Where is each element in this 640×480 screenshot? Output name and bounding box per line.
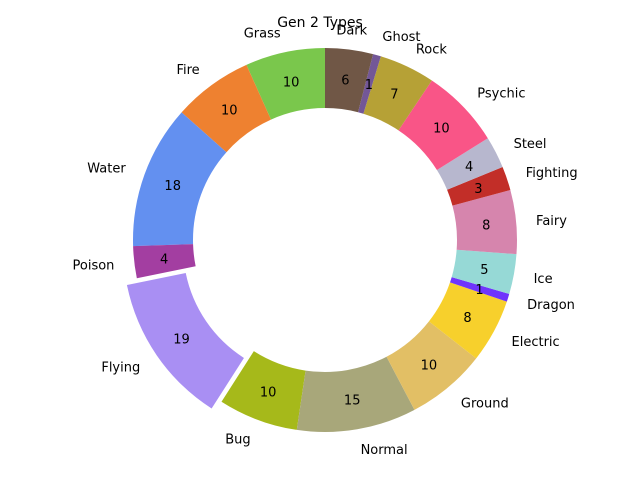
category-label-fighting: Fighting: [526, 166, 578, 181]
category-label-rock: Rock: [416, 42, 448, 57]
slice-dark: [325, 48, 374, 113]
slice-dragon: [450, 277, 510, 302]
chart-title: Gen 2 Types: [277, 15, 363, 31]
slice-ice: [451, 249, 517, 294]
value-label-normal: 15: [344, 394, 361, 409]
slice-grass: [246, 48, 325, 120]
category-label-psychic: Psychic: [477, 86, 525, 101]
slice-steel: [436, 138, 503, 190]
value-label-psychic: 10: [433, 121, 450, 136]
value-label-grass: 10: [283, 76, 300, 91]
slice-poison: [133, 244, 196, 279]
category-label-ghost: Ghost: [382, 30, 420, 45]
category-label-fairy: Fairy: [536, 214, 567, 229]
value-label-ghost: 1: [365, 78, 373, 93]
category-label-ground: Ground: [461, 397, 509, 412]
category-label-flying: Flying: [101, 361, 140, 376]
slice-bug: [221, 351, 306, 430]
slice-fire: [181, 64, 271, 153]
slice-ground: [386, 321, 477, 410]
value-label-fairy: 8: [482, 219, 490, 234]
value-label-ice: 5: [480, 263, 488, 278]
value-label-fire: 10: [221, 103, 238, 118]
value-label-steel: 4: [465, 160, 473, 175]
category-label-dragon: Dragon: [527, 298, 575, 313]
category-label-normal: Normal: [361, 443, 408, 458]
slices-group: [126, 48, 517, 432]
value-label-fighting: 3: [474, 182, 482, 197]
value-label-flying: 19: [173, 332, 190, 347]
category-label-fire: Fire: [176, 63, 199, 78]
category-label-water: Water: [87, 162, 126, 177]
slice-fighting: [447, 166, 511, 206]
value-label-rock: 7: [390, 88, 398, 103]
category-label-bug: Bug: [225, 433, 250, 448]
slice-ghost: [358, 54, 381, 114]
slice-electric: [428, 282, 507, 359]
slice-rock: [363, 56, 432, 131]
slice-water: [133, 112, 227, 247]
slice-flying: [126, 273, 244, 409]
value-label-dark: 6: [341, 73, 349, 88]
slice-fairy: [452, 189, 517, 255]
slice-normal: [296, 356, 415, 432]
category-label-steel: Steel: [514, 137, 547, 152]
value-label-ground: 10: [421, 358, 438, 373]
value-label-dragon: 1: [475, 283, 483, 298]
value-label-electric: 8: [463, 311, 471, 326]
value-label-water: 18: [164, 179, 181, 194]
category-label-dark: Dark: [336, 24, 367, 39]
category-label-ice: Ice: [534, 272, 553, 287]
labels-group: 10Grass10Fire18Water4Poison19Flying10Bug…: [73, 24, 578, 458]
category-label-grass: Grass: [244, 27, 281, 42]
category-label-poison: Poison: [73, 259, 115, 274]
value-label-bug: 10: [260, 386, 277, 401]
slice-psychic: [398, 80, 488, 171]
category-label-electric: Electric: [512, 335, 560, 350]
value-label-poison: 4: [160, 253, 168, 268]
